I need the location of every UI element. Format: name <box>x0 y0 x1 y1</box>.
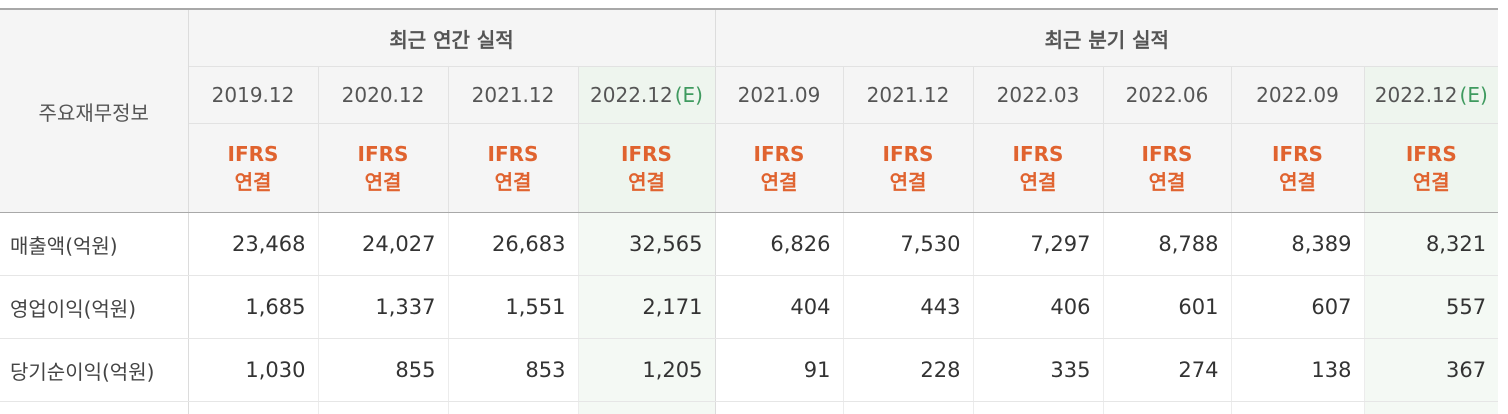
table-cell: 32,565 <box>578 213 715 276</box>
period-header: 2022.03 <box>973 67 1103 124</box>
table-cell: 274 <box>1103 339 1231 402</box>
table-cell: 404 <box>715 276 843 339</box>
table-cell: 23,468 <box>188 213 318 276</box>
table-cell: 855 <box>318 339 448 402</box>
table-row: 당기순이익(억원) 1,030 855 853 1,205 91 228 335… <box>0 339 1498 402</box>
table-cell: 1,030 <box>188 339 318 402</box>
table-cell: 8,389 <box>1231 213 1364 276</box>
estimate-mark: (E) <box>675 83 703 107</box>
table-cell: 1,337 <box>318 276 448 339</box>
period-header: 2021.12 <box>843 67 973 124</box>
table-cell: 228 <box>843 339 973 402</box>
table-row-stub <box>0 402 1498 414</box>
financial-summary-table: 주요재무정보 최근 연간 실적 최근 분기 실적 2019.12 2020.12… <box>0 8 1498 414</box>
table-cell: 1,205 <box>578 339 715 402</box>
table-cell: 138 <box>1231 339 1364 402</box>
table-cell: 2,171 <box>578 276 715 339</box>
table-cell: 406 <box>973 276 1103 339</box>
table-cell: 1,551 <box>448 276 578 339</box>
table-cell: 8,321 <box>1364 213 1498 276</box>
period-header: 2021.12 <box>448 67 578 124</box>
table-cell: 601 <box>1103 276 1231 339</box>
row-label: 매출액(억원) <box>0 213 188 276</box>
period-header: 2022.06 <box>1103 67 1231 124</box>
table-cell: 1,685 <box>188 276 318 339</box>
table-cell: 367 <box>1364 339 1498 402</box>
period-header: 2020.12 <box>318 67 448 124</box>
table-cell: 557 <box>1364 276 1498 339</box>
table-cell: 607 <box>1231 276 1364 339</box>
table-cell: 7,530 <box>843 213 973 276</box>
table-cell: 8,788 <box>1103 213 1231 276</box>
table-cell: 6,826 <box>715 213 843 276</box>
row-label: 영업이익(억원) <box>0 276 188 339</box>
period-row: 2019.12 2020.12 2021.12 2022.12(E) 2021.… <box>0 67 1498 124</box>
quarterly-group-header: 최근 분기 실적 <box>715 9 1498 67</box>
period-header: 2022.09 <box>1231 67 1364 124</box>
annual-group-header: 최근 연간 실적 <box>188 9 715 67</box>
table-cell: 91 <box>715 339 843 402</box>
table-cell: 335 <box>973 339 1103 402</box>
table-row: 영업이익(억원) 1,685 1,337 1,551 2,171 404 443… <box>0 276 1498 339</box>
table-cell: 853 <box>448 339 578 402</box>
period-header: 2019.12 <box>188 67 318 124</box>
corner-label: 주요재무정보 <box>0 9 188 213</box>
table-cell: 7,297 <box>973 213 1103 276</box>
table-cell: 24,027 <box>318 213 448 276</box>
table-cell: 443 <box>843 276 973 339</box>
table-row: 매출액(억원) 23,468 24,027 26,683 32,565 6,82… <box>0 213 1498 276</box>
row-label: 당기순이익(억원) <box>0 339 188 402</box>
period-header-estimate: 2022.12(E) <box>578 67 715 124</box>
period-header-estimate: 2022.12(E) <box>1364 67 1498 124</box>
period-header: 2021.09 <box>715 67 843 124</box>
table-cell: 26,683 <box>448 213 578 276</box>
estimate-mark: (E) <box>1460 83 1488 107</box>
